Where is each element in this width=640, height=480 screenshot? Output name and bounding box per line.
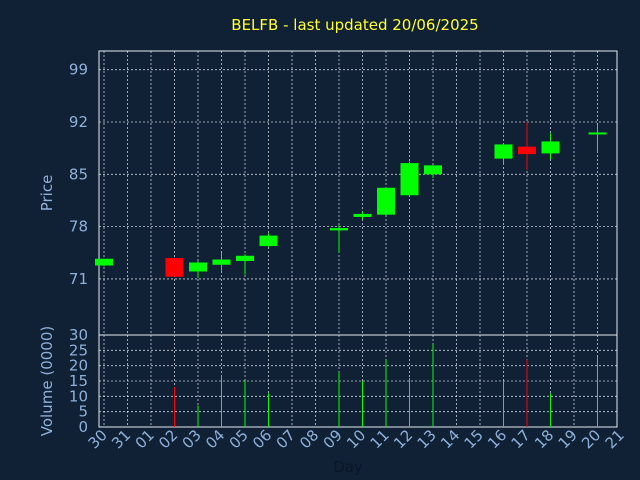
- day-axis-label: Day: [333, 458, 363, 476]
- candle-body: [424, 165, 442, 175]
- volume-tick-label: 0: [78, 418, 88, 436]
- candle-body: [518, 146, 536, 155]
- candle-body: [353, 213, 372, 217]
- price-tick-label: 71: [69, 270, 88, 288]
- candle-body: [189, 262, 207, 272]
- price-tick-label: 85: [69, 165, 88, 183]
- volume-tick-label: 10: [69, 387, 88, 405]
- price-grid: [99, 51, 617, 335]
- candle-body: [330, 228, 348, 231]
- chart-title: BELFB - last updated 20/06/2025: [231, 16, 478, 34]
- candle-body: [95, 258, 113, 266]
- candle-body: [377, 187, 395, 215]
- candlestick-series: [95, 122, 607, 279]
- candle-body: [236, 255, 254, 262]
- candle-body: [541, 141, 560, 154]
- candle-body: [212, 259, 231, 265]
- candle-body: [588, 132, 607, 135]
- volume-tick-label: 20: [69, 357, 88, 375]
- price-tick-label: 78: [69, 218, 88, 236]
- candle-body: [400, 163, 419, 196]
- volume-tick-label: 5: [78, 403, 88, 421]
- volume-tick-label: 30: [69, 326, 88, 344]
- candle-body: [165, 258, 184, 277]
- volume-tick-label: 25: [69, 341, 88, 359]
- price-axis-label: Price: [38, 175, 56, 212]
- price-tick-label: 92: [69, 113, 88, 131]
- volume-panel-frame: [98, 334, 618, 428]
- candle-body: [259, 235, 278, 247]
- candle-body: [494, 144, 513, 159]
- volume-tick-label: 15: [69, 372, 88, 390]
- price-axis-ticks: 71 78 85 92 99: [69, 61, 88, 288]
- price-tick-label: 99: [69, 61, 88, 79]
- volume-bars: [174, 344, 598, 427]
- day-axis-ticks: 3031010203040506070809101112131415161718…: [85, 426, 628, 452]
- volume-axis-label: Volume (0000): [38, 326, 56, 436]
